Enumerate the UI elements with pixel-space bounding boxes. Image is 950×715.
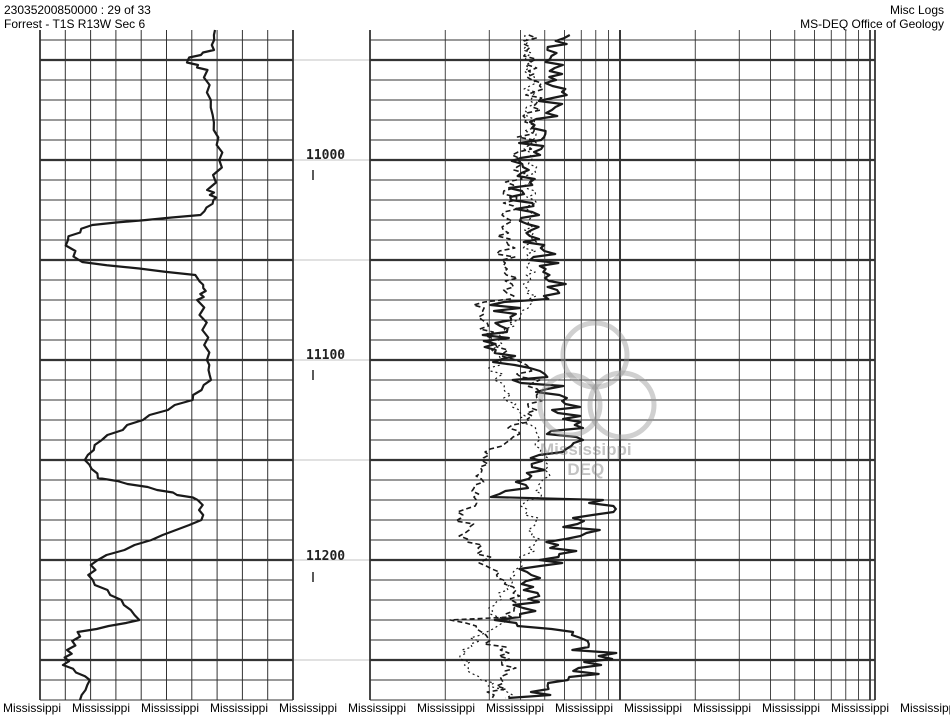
resistivity-shallow-curve bbox=[459, 34, 551, 699]
log-category: Misc Logs bbox=[889, 3, 944, 17]
footer-label: Mississippi bbox=[762, 701, 821, 715]
well-location: Forrest - T1S R13W Sec 6 bbox=[4, 17, 146, 31]
footer-label: Mississippi bbox=[3, 701, 62, 715]
watermark-circle bbox=[537, 372, 603, 438]
footer-label: Mississippi bbox=[555, 701, 614, 715]
sp-curve bbox=[61, 29, 224, 701]
resistivity-deep-curve bbox=[481, 34, 618, 700]
footer-label: Mississippi bbox=[348, 701, 407, 715]
footer-label: Mississippi bbox=[279, 701, 338, 715]
footer-label: Mississippi bbox=[141, 701, 200, 715]
watermark-logo: Mississippi DEQ bbox=[540, 440, 632, 480]
footer-label: Mississippi bbox=[900, 701, 950, 715]
source-agency: MS-DEQ Office of Geology bbox=[800, 17, 944, 31]
watermark-circle bbox=[587, 370, 657, 440]
watermark-subtext: DEQ bbox=[567, 460, 605, 479]
depth-label-11000: 11000 bbox=[306, 148, 346, 163]
watermark-circle bbox=[560, 320, 630, 390]
footer-label: Mississippi bbox=[831, 701, 890, 715]
depth-label-11100: 11100 bbox=[306, 348, 346, 363]
watermark-text: Mississippi bbox=[540, 440, 632, 459]
footer-label: Mississippi bbox=[624, 701, 683, 715]
footer-label: Mississippi bbox=[210, 701, 269, 715]
well-id: 23035200850000 : 29 of 33 bbox=[4, 3, 151, 17]
footer-label: Mississippi bbox=[417, 701, 476, 715]
footer-label: Mississippi bbox=[72, 701, 131, 715]
footer-label: Mississippi bbox=[693, 701, 752, 715]
depth-label-11200: 11200 bbox=[306, 549, 346, 564]
footer-label: Mississippi bbox=[486, 701, 545, 715]
